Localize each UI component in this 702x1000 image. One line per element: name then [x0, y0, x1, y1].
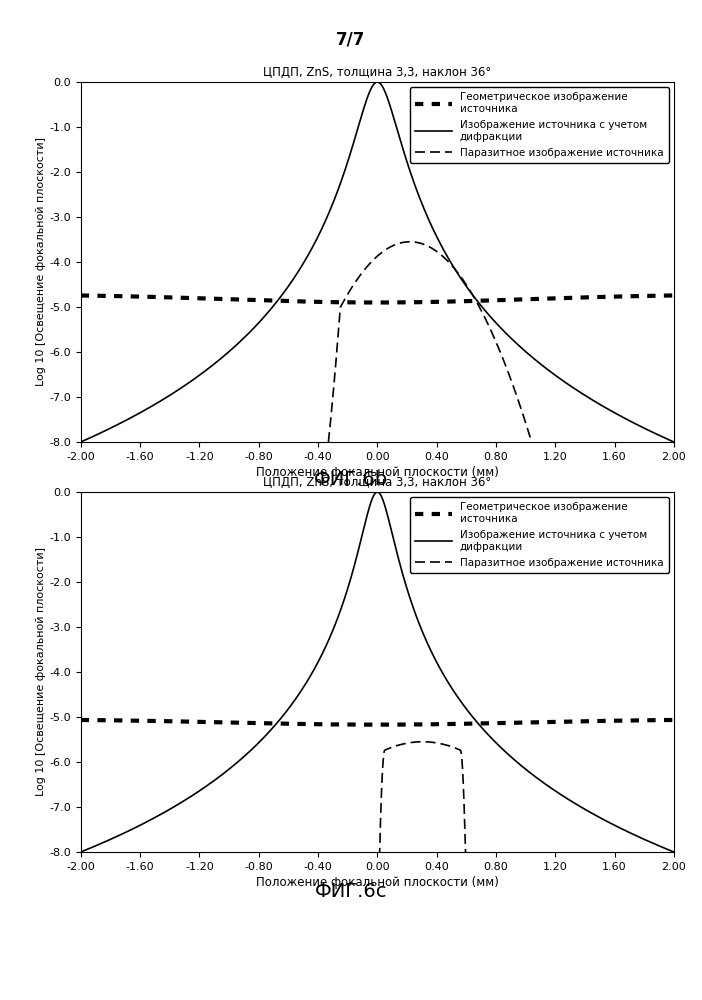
Legend: Геометрическое изображение
источника, Изображение источника с учетом
дифракции, : Геометрическое изображение источника, Из… — [410, 497, 669, 573]
Text: ФИГ.6c: ФИГ.6c — [314, 882, 388, 901]
X-axis label: Положение фокальной плоскости (мм): Положение фокальной плоскости (мм) — [256, 876, 498, 889]
Legend: Геометрическое изображение
источника, Изображение источника с учетом
дифракции, : Геометрическое изображение источника, Из… — [410, 87, 669, 163]
X-axis label: Положение фокальной плоскости (мм): Положение фокальной плоскости (мм) — [256, 466, 498, 479]
Title: ЦПДП, ZnS, толщина 3,3, наклон 36°: ЦПДП, ZnS, толщина 3,3, наклон 36° — [263, 476, 491, 489]
Title: ЦПДП, ZnS, толщина 3,3, наклон 36°: ЦПДП, ZnS, толщина 3,3, наклон 36° — [263, 66, 491, 79]
Text: 7/7: 7/7 — [336, 30, 366, 48]
Text: ФИГ.6b: ФИГ.6b — [314, 470, 388, 489]
Y-axis label: Log 10 [Освещение фокальной плоскости]: Log 10 [Освещение фокальной плоскости] — [37, 548, 46, 796]
Y-axis label: Log 10 [Освещение фокальной плоскости]: Log 10 [Освещение фокальной плоскости] — [37, 137, 46, 386]
